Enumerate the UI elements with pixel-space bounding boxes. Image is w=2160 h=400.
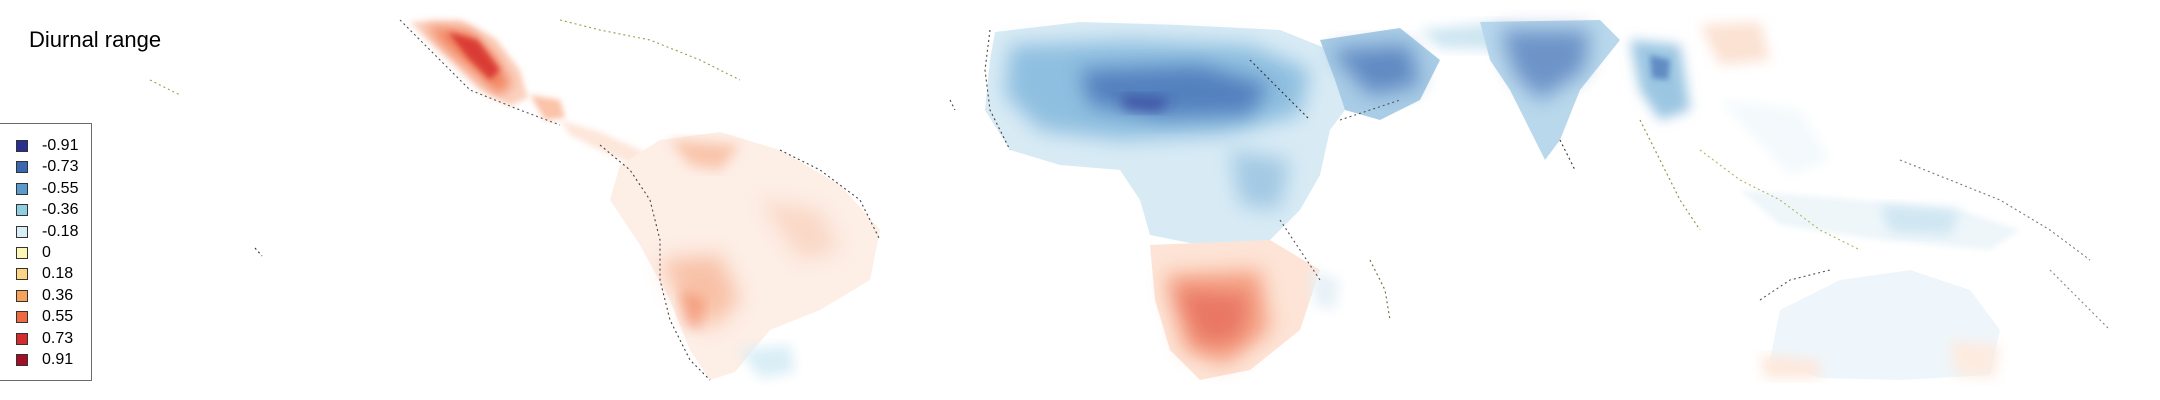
legend-swatch <box>16 354 28 366</box>
region-australia <box>1760 270 2000 380</box>
legend-label: 0.73 <box>42 329 74 347</box>
legend-label: -0.91 <box>42 137 79 154</box>
legend-swatch <box>16 182 28 195</box>
legend-item: 0.55 <box>16 307 73 327</box>
legend-item: 0.91 <box>16 350 73 370</box>
region-maritime-asia <box>1740 190 2020 250</box>
region-africa <box>985 22 1360 380</box>
map-title: Diurnal range <box>29 27 162 52</box>
legend-item: -0.73 <box>16 157 78 177</box>
legend-item: -0.36 <box>16 200 78 220</box>
legend-swatch <box>16 311 28 324</box>
region-south-asia <box>1480 20 1830 175</box>
region-mexico <box>410 20 565 120</box>
legend-label: -0.55 <box>42 179 79 197</box>
legend-label: 0 <box>42 244 51 261</box>
legend-label: 0.18 <box>42 265 74 283</box>
legend-item: -0.91 <box>16 136 78 156</box>
legend-item: -0.55 <box>16 179 78 199</box>
legend-label: 0.91 <box>42 351 74 368</box>
legend-item: 0.36 <box>16 286 73 306</box>
legend-swatch <box>16 140 28 152</box>
legend-swatch <box>16 225 28 238</box>
legend-item: 0.73 <box>16 329 73 349</box>
legend-label: -0.36 <box>42 201 79 219</box>
legend-item: 0.18 <box>16 264 73 284</box>
legend-item: 0 <box>16 243 51 263</box>
legend-label: -0.73 <box>42 158 79 176</box>
coastline-dots <box>149 19 2111 381</box>
legend-label: 0.36 <box>42 286 74 304</box>
legend: -0.91 -0.73 -0.55 -0.36 -0.18 0 0.18 0.36 0.55 0.… <box>0 123 92 381</box>
legend-swatch <box>16 268 28 281</box>
legend-swatch <box>16 161 28 174</box>
legend-item: -0.18 <box>16 222 78 242</box>
legend-label: -0.18 <box>42 222 79 240</box>
legend-swatch <box>16 289 28 302</box>
legend-label: 0.55 <box>42 308 74 326</box>
legend-swatch <box>16 332 28 345</box>
region-south-america <box>610 132 880 380</box>
legend-swatch <box>16 204 28 217</box>
legend-swatch <box>16 247 28 259</box>
